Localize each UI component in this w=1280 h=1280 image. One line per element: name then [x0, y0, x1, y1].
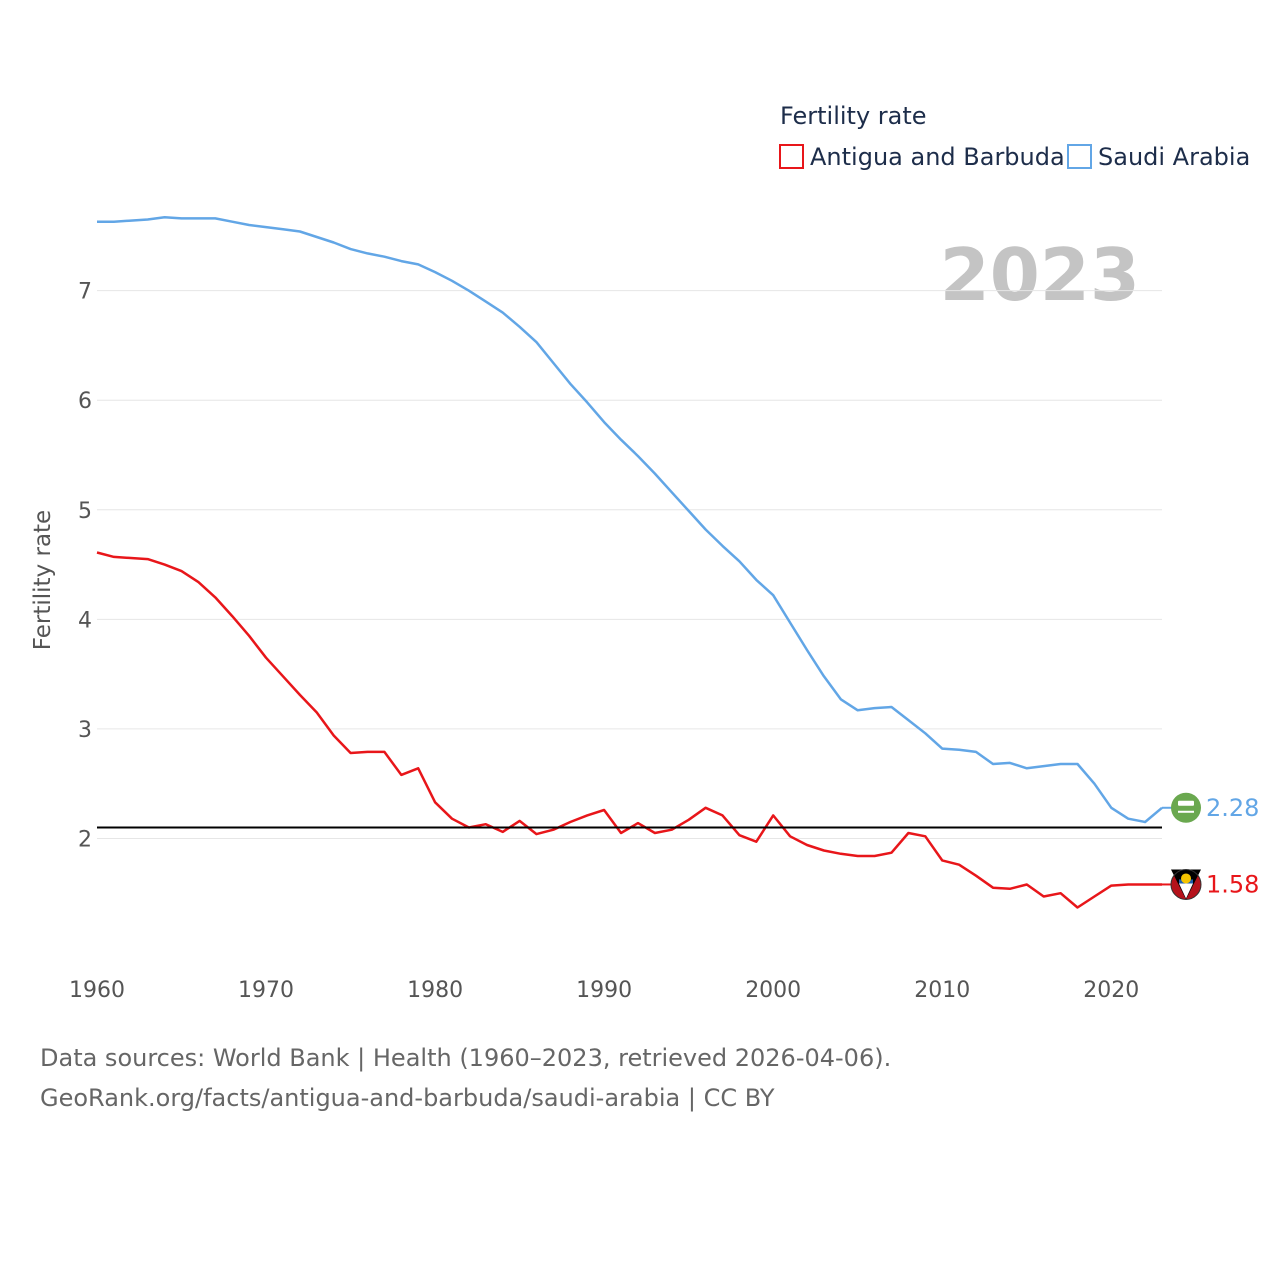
- legend-swatch-antigua[interactable]: [779, 144, 804, 169]
- legend-swatch-saudi-arabia[interactable]: [1067, 144, 1092, 169]
- end-value-label-saudi-arabia: 2.28: [1206, 794, 1259, 822]
- legend-label-antigua[interactable]: Antigua and Barbuda: [810, 143, 1065, 171]
- y-axis-label: Fertility rate: [30, 510, 56, 650]
- series-line-saudi-arabia[interactable]: [97, 216, 1163, 824]
- x-ticks: 1960 1970 1980 1990 2000 2010 2020: [69, 978, 1139, 1003]
- y-tick-label: 7: [78, 280, 92, 305]
- legend-title: Fertility rate: [780, 102, 927, 130]
- end-value-label-antigua-and-barbuda: 1.58: [1206, 870, 1259, 898]
- series-line-antigua-and-barbuda[interactable]: [96, 551, 1162, 909]
- x-tick-label: 1990: [576, 978, 632, 1003]
- y-tick-label: 2: [78, 827, 92, 852]
- end-markers: 1.58 2.28: [1162, 792, 1259, 900]
- antigua-and-barbuda-flag-icon: [1170, 868, 1202, 900]
- x-tick-label: 1970: [238, 978, 294, 1003]
- year-label: 2023: [940, 233, 1140, 317]
- legend: Fertility rate Antigua and Barbuda Saudi…: [779, 102, 1250, 171]
- y-tick-label: 6: [78, 389, 92, 414]
- x-tick-label: 2010: [914, 978, 970, 1003]
- y-ticks: 2 3 4 5 6 7: [78, 280, 92, 853]
- y-tick-label: 3: [78, 718, 92, 743]
- x-tick-label: 1980: [407, 978, 463, 1003]
- y-tick-label: 5: [78, 499, 92, 524]
- footer-attribution[interactable]: GeoRank.org/facts/antigua-and-barbuda/sa…: [40, 1084, 775, 1112]
- legend-label-saudi-arabia[interactable]: Saudi Arabia: [1098, 143, 1250, 171]
- grid: [97, 290, 1162, 839]
- y-tick-label: 4: [78, 608, 92, 633]
- x-tick-label: 1960: [69, 978, 125, 1003]
- footer-sources: Data sources: World Bank | Health (1960–…: [40, 1044, 892, 1072]
- x-tick-label: 2000: [745, 978, 801, 1003]
- saudi-arabia-flag-icon: [1171, 792, 1201, 823]
- series-lines: [96, 216, 1163, 909]
- x-tick-label: 2020: [1083, 978, 1139, 1003]
